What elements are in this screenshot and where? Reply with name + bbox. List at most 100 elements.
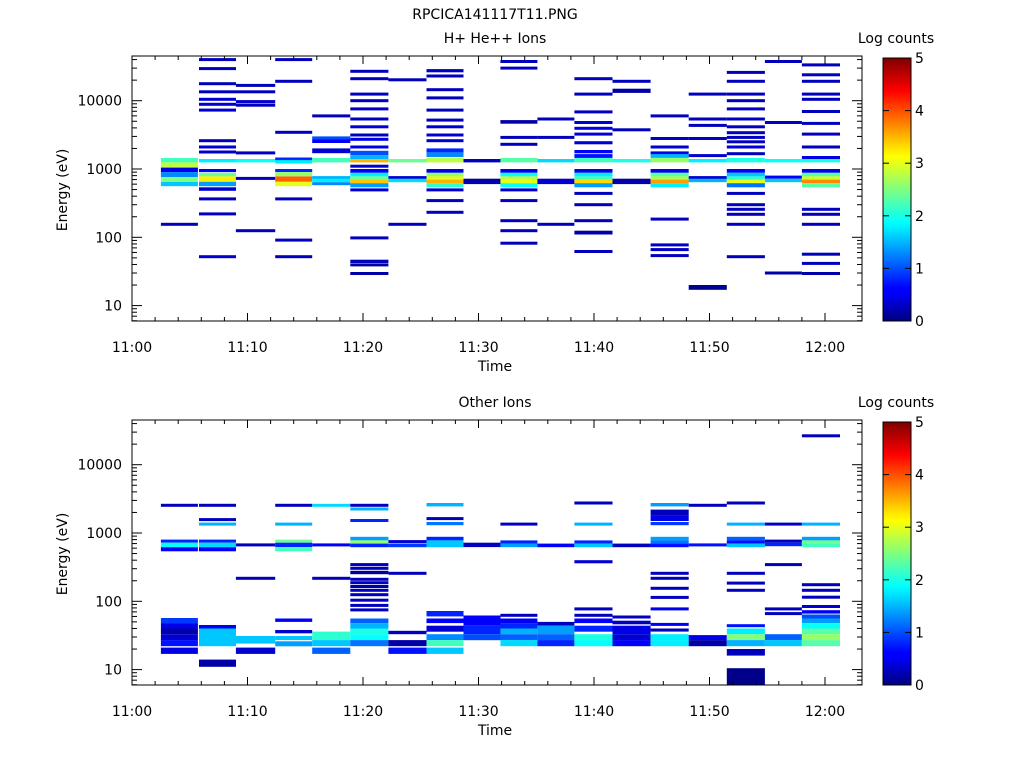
heatmap-cell xyxy=(275,130,313,134)
heatmap-cell xyxy=(350,593,389,597)
heatmap-cell xyxy=(235,647,276,654)
heatmap-cell xyxy=(312,503,351,507)
heatmap-cell xyxy=(574,169,613,173)
heatmap-cell xyxy=(574,172,613,177)
heatmap-cell xyxy=(275,641,313,647)
heatmap-cell xyxy=(574,203,613,207)
heatmap-cell xyxy=(500,623,538,629)
heatmap-cell xyxy=(350,581,389,585)
heatmap-cell xyxy=(160,181,198,187)
heatmap-cell xyxy=(650,254,689,258)
heatmap-cell xyxy=(574,230,613,235)
heatmap-cell xyxy=(764,178,802,183)
heatmap-cell xyxy=(764,542,802,547)
heatmap-cell xyxy=(275,630,313,634)
heatmap-cell xyxy=(160,177,198,182)
heatmap-cell xyxy=(726,79,765,83)
heatmap-cell xyxy=(199,542,236,548)
heatmap-cell xyxy=(726,179,765,184)
heatmap-cell xyxy=(350,169,389,173)
heatmap-cell xyxy=(801,261,840,265)
heatmap-cell xyxy=(426,188,464,192)
heatmap-cell xyxy=(726,628,765,635)
heatmap-cell xyxy=(350,117,389,121)
heatmap-cell xyxy=(500,172,538,177)
y-tick-label: 1000 xyxy=(86,162,122,178)
x-tick-label: 11:10 xyxy=(227,704,267,720)
heatmap-cell xyxy=(235,90,276,94)
heatmap-cell xyxy=(160,647,198,654)
heatmap-cell xyxy=(350,634,389,641)
heatmap-cell xyxy=(350,150,389,156)
heatmap-cell xyxy=(574,634,613,641)
y-tick-label: 1000 xyxy=(86,526,122,542)
heatmap-cell xyxy=(199,255,236,259)
heatmap-cell xyxy=(388,543,427,548)
heatmap-cell xyxy=(426,536,464,541)
heatmap-cell xyxy=(650,543,689,548)
heatmap-cell xyxy=(350,628,389,635)
x-tick-label: 11:20 xyxy=(343,704,383,720)
heatmap-cell xyxy=(612,625,651,635)
heatmap-cell xyxy=(350,603,389,607)
heatmap-cell xyxy=(574,607,613,611)
heatmap-cell xyxy=(801,634,840,641)
heatmap-cell xyxy=(537,117,575,121)
heatmap-cell xyxy=(726,158,765,163)
heatmap-cell xyxy=(160,158,198,163)
y-axis-ticks: 10 100 1000 10000 xyxy=(77,423,862,686)
heatmap-cell xyxy=(650,243,689,247)
heatmap-cell xyxy=(199,108,236,112)
heatmap-cell xyxy=(350,588,389,592)
heatmap-cell xyxy=(312,576,351,580)
heatmap-cells xyxy=(160,434,840,685)
heatmap-cell xyxy=(426,158,464,163)
plot-frame xyxy=(131,419,863,686)
heatmap-cell xyxy=(764,634,802,641)
heatmap-cell xyxy=(426,69,464,73)
heatmap-cell xyxy=(160,640,198,647)
heatmap-cell xyxy=(500,640,538,647)
heatmap-cell xyxy=(160,172,198,178)
heatmap-cell xyxy=(574,618,613,624)
heatmap-cell xyxy=(726,640,765,647)
heatmap-cell xyxy=(199,90,236,94)
heatmap-cell xyxy=(350,543,389,548)
heatmap-cell xyxy=(426,179,464,184)
heatmap-cell xyxy=(574,132,613,136)
heatmap-cell xyxy=(612,159,651,163)
heatmap-cell xyxy=(312,647,351,654)
heatmap-cell xyxy=(726,501,765,505)
heatmap-cell xyxy=(688,503,727,507)
heatmap-cell xyxy=(500,169,538,173)
heatmap-cell xyxy=(388,640,427,647)
heatmap-cell xyxy=(350,577,389,581)
heatmap-cell xyxy=(726,543,765,548)
heatmap-cell xyxy=(764,522,802,526)
heatmap-cell xyxy=(275,197,313,201)
heatmap-cell xyxy=(650,248,689,252)
colorbar-label: Log counts xyxy=(858,395,934,411)
heatmap-cell xyxy=(612,128,651,132)
y-tick-label: 10 xyxy=(104,299,122,315)
heatmap-cell xyxy=(350,99,389,103)
x-tick-label: 12:00 xyxy=(805,704,845,720)
heatmap-cell xyxy=(650,622,689,626)
heatmap-cell xyxy=(350,77,389,81)
heatmap-cell xyxy=(350,183,389,188)
heatmap-cell xyxy=(801,97,840,101)
heatmap-cell xyxy=(574,110,613,114)
heatmap-cell xyxy=(574,150,613,154)
heatmap-cell xyxy=(574,522,613,526)
heatmap-cell xyxy=(235,176,276,180)
heatmap-cell xyxy=(801,222,840,226)
heatmap-cell xyxy=(500,613,538,617)
heatmap-cell xyxy=(275,79,313,83)
heatmap-cell xyxy=(726,183,765,188)
heatmap-cell xyxy=(500,628,538,635)
heatmap-cell xyxy=(764,60,802,63)
heatmap-cell xyxy=(726,571,765,575)
heatmap-cell xyxy=(574,501,613,505)
heatmap-cell xyxy=(500,634,538,641)
heatmap-cell xyxy=(801,595,840,599)
